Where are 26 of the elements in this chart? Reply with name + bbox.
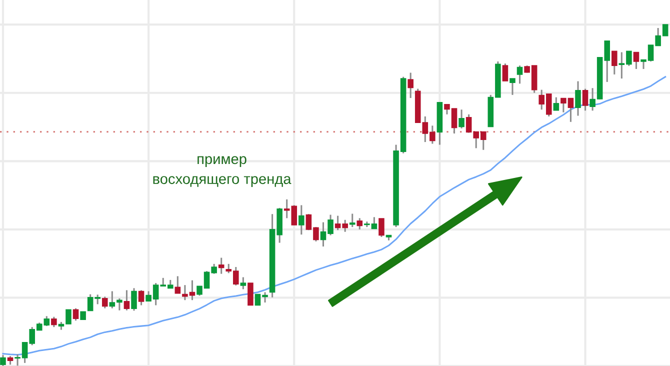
candlestick <box>240 276 246 290</box>
candlestick <box>408 72 414 99</box>
candlestick <box>349 212 356 228</box>
candlestick <box>174 275 181 294</box>
candlestick <box>458 108 464 130</box>
candlestick <box>611 50 618 76</box>
candlestick <box>124 289 130 312</box>
candlestick <box>378 218 384 238</box>
candlestick <box>633 51 640 70</box>
candlestick <box>102 296 108 310</box>
candlestick <box>510 78 516 96</box>
candlestick <box>553 96 560 112</box>
candlestick <box>516 64 523 84</box>
candlestick <box>131 287 137 312</box>
annotation: пример восходящего тренда <box>153 156 292 187</box>
candlestick <box>218 257 224 275</box>
candlestick <box>356 217 363 230</box>
candlestick <box>72 308 79 322</box>
candlestick <box>502 62 508 82</box>
candlestick <box>51 316 57 328</box>
candlestick <box>0 354 6 366</box>
candlestick <box>248 282 254 306</box>
candlestick <box>298 204 304 236</box>
candlestick <box>575 80 581 117</box>
candlestick <box>582 88 588 112</box>
candlestick <box>138 289 144 306</box>
